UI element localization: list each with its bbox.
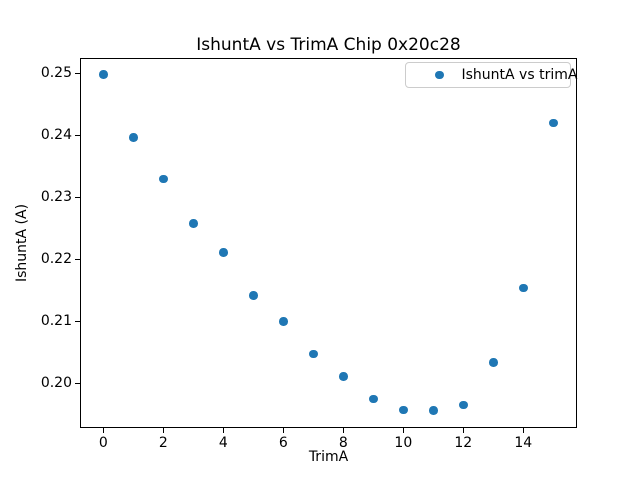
- x-tick-label: 14: [514, 435, 533, 451]
- x-tick-label: 4: [218, 435, 228, 451]
- y-tick-label: 0.25: [40, 65, 72, 82]
- x-tick: [342, 428, 344, 433]
- scatter-point: [279, 317, 288, 326]
- scatter-point: [309, 349, 318, 359]
- scatter-point: [219, 248, 228, 257]
- x-tick-label: 0: [98, 435, 108, 451]
- x-tick: [462, 428, 464, 433]
- y-tick: [75, 258, 80, 260]
- x-axis-label: TrimA: [308, 449, 349, 465]
- x-tick: [402, 428, 404, 433]
- x-tick-label: 10: [394, 435, 413, 451]
- x-tick: [102, 428, 104, 433]
- scatter-point: [99, 70, 108, 79]
- y-tick: [75, 134, 80, 137]
- x-tick-label: 2: [158, 435, 168, 451]
- chart-title: IshuntA vs TrimA Chip 0x20c28: [196, 35, 461, 55]
- y-tick: [75, 382, 80, 384]
- scatter-point: [459, 400, 468, 410]
- scatter-point: [159, 174, 168, 184]
- x-tick: [282, 428, 284, 433]
- x-tick: [162, 428, 164, 433]
- x-tick: [522, 428, 524, 433]
- y-axis-label: IshuntA (A): [14, 203, 30, 283]
- x-tick: [222, 428, 224, 433]
- scatter-point: [129, 133, 138, 142]
- y-tick-label: 0.24: [40, 127, 72, 144]
- y-tick-label: 0.20: [40, 375, 72, 392]
- scatter-point: [249, 291, 258, 300]
- scatter-point: [429, 406, 438, 415]
- y-tick: [75, 196, 80, 199]
- legend-label: IshuntA vs trimA: [461, 67, 578, 83]
- scatter-point: [489, 358, 498, 367]
- legend: IshuntA vs trimA: [405, 62, 577, 88]
- y-tick-label: 0.23: [40, 189, 72, 206]
- y-tick-label: 0.21: [40, 313, 72, 330]
- y-tick: [75, 72, 80, 75]
- y-tick: [75, 320, 80, 322]
- scatter-point: [399, 405, 408, 415]
- scatter-point: [549, 118, 558, 128]
- scatter-point: [369, 394, 378, 404]
- x-tick-label: 6: [278, 435, 288, 451]
- scatter-point: [519, 283, 528, 293]
- y-tick-label: 0.22: [40, 251, 72, 268]
- scatter-point: [189, 219, 198, 228]
- legend-marker-icon: [435, 70, 444, 80]
- scatter-point: [339, 372, 348, 381]
- plot-area: [80, 58, 577, 428]
- x-tick-label: 8: [338, 435, 348, 451]
- x-tick-label: 12: [454, 435, 473, 451]
